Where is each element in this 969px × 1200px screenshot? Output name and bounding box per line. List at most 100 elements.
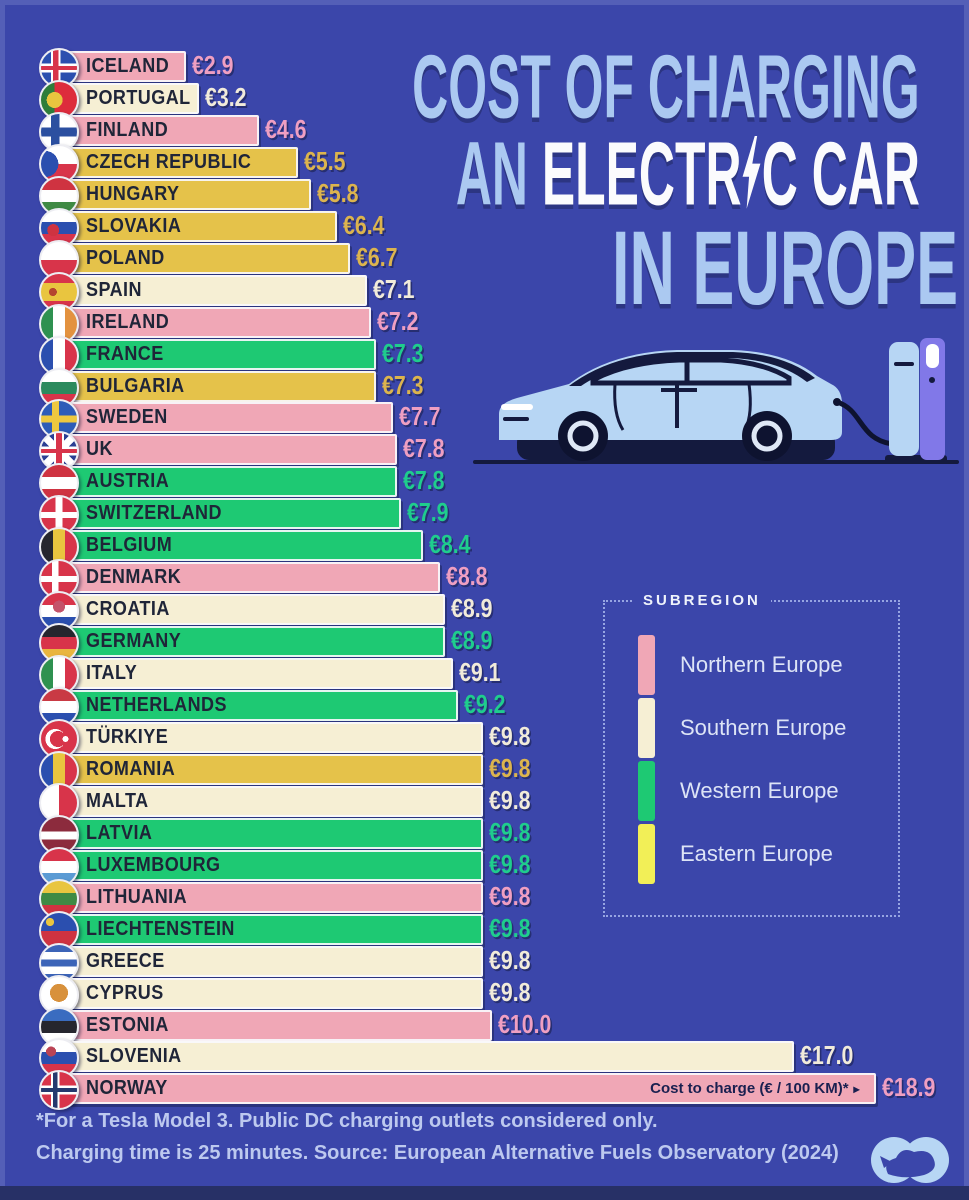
legend-title: SUBREGION <box>633 592 771 609</box>
country-label: UK <box>86 438 113 461</box>
country-label: MALTA <box>86 789 149 812</box>
axis-arrow-icon: ▸ <box>853 1082 860 1097</box>
country-label: CROATIA <box>86 598 170 621</box>
charger-light <box>926 344 939 368</box>
title-line-1: COST OF CHARGING <box>412 36 920 138</box>
value-label: €7.2 <box>377 305 419 336</box>
charging-cable <box>836 399 894 447</box>
rear-wheel <box>558 411 608 461</box>
chart-row-bulgaria: BULGARIA €7.3 <box>39 367 959 408</box>
car-roof <box>569 352 815 386</box>
bar-netherlands: NETHERLANDS <box>47 690 458 721</box>
value-label: €6.4 <box>342 209 385 240</box>
legend-label: Eastern Europe <box>680 841 833 866</box>
bar-ireland: IRELAND <box>47 306 372 338</box>
charger-purple-pillar <box>920 338 945 460</box>
headlight <box>501 404 533 410</box>
bar-denmark: DENMARK <box>47 562 441 594</box>
bar-belgium: BELGIUM <box>47 530 424 562</box>
value-label: €7.1 <box>373 273 415 304</box>
title-c-car: C CAR <box>761 123 920 225</box>
bar-luxembourg: LUXEMBOURG <box>47 849 484 881</box>
value-label: €8.8 <box>446 561 488 592</box>
ev-car-charging-illustration <box>473 338 959 464</box>
value-label: €9.8 <box>489 944 531 975</box>
bar-cyprus: CYPRUS <box>47 977 484 1009</box>
country-label: LITHUANIA <box>86 885 188 908</box>
bar-austria: AUSTRIA <box>47 466 398 498</box>
chart-row-romania: ROMANIA €9.8 <box>39 750 959 791</box>
chart-row-croatia: CROATIA €8.9 <box>39 591 959 632</box>
legend-swatch <box>638 698 655 758</box>
country-label: GREECE <box>86 949 165 972</box>
country-label: ROMANIA <box>86 757 176 780</box>
country-label: BULGARIA <box>86 374 185 397</box>
country-label: SPAIN <box>86 278 142 301</box>
country-label: GERMANY <box>86 630 182 653</box>
country-label: LIECHTENSTEIN <box>86 917 235 940</box>
country-label: BELGIUM <box>86 534 173 557</box>
bar-poland: POLAND <box>47 242 350 274</box>
bar-malta: MALTA <box>47 785 484 817</box>
value-label: €5.5 <box>304 145 346 176</box>
bar-estonia: ESTONIA <box>47 1009 492 1041</box>
value-label: €7.8 <box>403 433 445 464</box>
bar-italy: ITALY <box>47 658 454 690</box>
chart-row-denmark: DENMARK €8.8 <box>39 559 959 600</box>
chart-row-switzerland: SWITZERLAND €7.9 <box>39 495 959 536</box>
country-label: POLAND <box>86 246 165 269</box>
bar-liechtenstein: LIECHTENSTEIN <box>47 913 484 945</box>
footnote: *For a Tesla Model 3. Public DC charging… <box>36 1105 839 1169</box>
value-label: €9.8 <box>489 816 531 847</box>
country-label: LATVIA <box>86 821 153 844</box>
chart-row-lithuania: LITHUANIA €9.8 <box>39 878 959 919</box>
bar-slovenia: SLOVENIA <box>47 1041 794 1073</box>
car-windows-outline <box>590 357 792 386</box>
country-label: CZECH REPUBLIC <box>86 150 252 173</box>
chart-row-portugal: PORTUGAL €3.2 <box>39 79 959 120</box>
country-label: SWITZERLAND <box>86 502 222 525</box>
chart-row-greece: GREECE €9.8 <box>39 942 959 983</box>
legend-label: Northern Europe <box>680 652 843 677</box>
chart-row-liechtenstein: LIECHTENSTEIN €9.8 <box>39 910 959 951</box>
chart-row-estonia: ESTONIA €10.0 <box>39 1006 959 1047</box>
netherlands-flag-icon <box>39 687 79 727</box>
title-line-3: IN EUROPE <box>611 208 958 327</box>
chart-row-t-rkiye: TÜRKIYE €9.8 <box>39 718 959 759</box>
chart-row-czech-republic: CZECH REPUBLIC €5.5 <box>39 143 959 184</box>
title-an: AN <box>455 123 542 225</box>
country-label: SLOVENIA <box>86 1045 182 1068</box>
bar-france: FRANCE <box>47 338 376 370</box>
chart-row-ireland: IRELAND €7.2 <box>39 303 959 344</box>
bar-chart: ICELAND €2.9 PORTUGAL €3.2 FINLAND €4.6 CZECH … <box>39 48 959 1111</box>
value-label: €7.8 <box>403 465 445 496</box>
value-label: €7.3 <box>381 369 424 400</box>
chart-row-malta: MALTA €9.8 <box>39 782 959 823</box>
country-label: ITALY <box>86 662 138 685</box>
legend-swatch <box>638 824 655 884</box>
country-label: HUNGARY <box>86 182 180 205</box>
country-label: PORTUGAL <box>86 86 191 109</box>
value-label: €9.8 <box>489 880 531 911</box>
chart-row-hungary: HUNGARY €5.8 <box>39 175 959 216</box>
value-label: €9.8 <box>489 784 531 815</box>
chart-row-finland: FINLAND €4.6 <box>39 111 959 152</box>
bar-sweden: SWEDEN <box>47 402 393 434</box>
legend-item-western-europe: Western Europe <box>638 761 878 821</box>
footnote-line-1: *For a Tesla Model 3. Public DC charging… <box>36 1110 658 1132</box>
legend-swatch <box>638 761 655 821</box>
legend-swatch <box>638 635 655 695</box>
legend-item-northern-europe: Northern Europe <box>638 635 878 695</box>
bar-greece: GREECE <box>47 945 484 977</box>
value-label: €7.3 <box>381 337 424 368</box>
bar-spain: SPAIN <box>47 274 367 306</box>
bar-switzerland: SWITZERLAND <box>47 498 402 530</box>
subregion-legend: SUBREGION Northern Europe Southern Europe… <box>603 592 900 917</box>
value-label: €5.8 <box>316 177 359 208</box>
country-label: AUSTRIA <box>86 470 170 493</box>
chart-row-cyprus: CYPRUS €9.8 <box>39 974 959 1015</box>
bar-finland: FINLAND <box>47 114 260 146</box>
value-label: €10.0 <box>498 1008 552 1039</box>
front-wheel <box>742 411 792 461</box>
